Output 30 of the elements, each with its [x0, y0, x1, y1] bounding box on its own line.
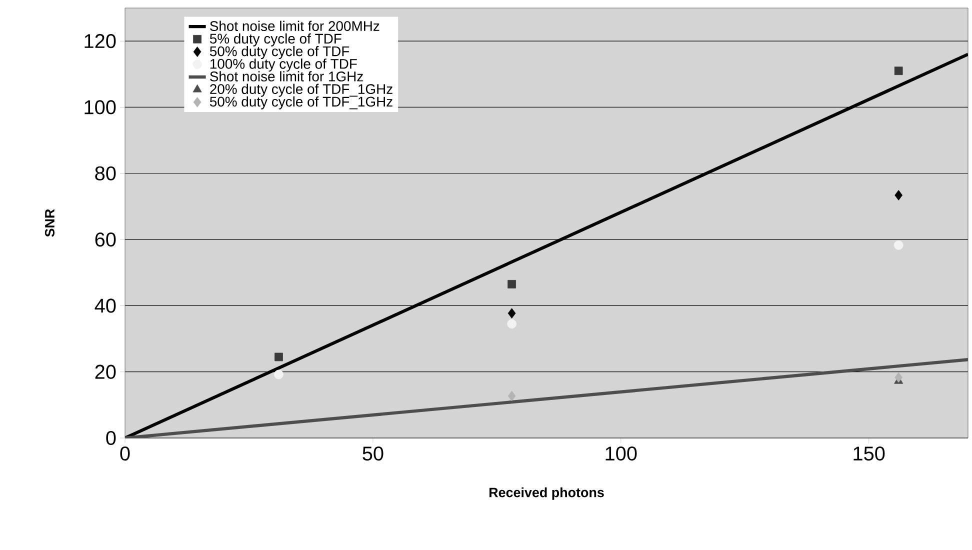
point: [507, 319, 516, 329]
point: [274, 352, 283, 362]
y-tick-label: 20: [95, 364, 116, 379]
point: [508, 280, 516, 288]
x-tick-label: 50: [362, 446, 384, 461]
y-tick-label: 120: [84, 34, 116, 48]
x-tick-label: 0: [120, 446, 130, 461]
y-tick-label: 40: [94, 298, 116, 313]
point: [508, 308, 516, 318]
y-tick-label: 80: [95, 166, 116, 180]
x-tick-label: 150: [854, 446, 885, 461]
x-axis-title: Received photons: [489, 487, 604, 500]
point: [508, 390, 516, 402]
legend-label: 20% duty cycle of TDF_1GHz: [210, 84, 392, 97]
legend-label: Shot noise limit for 1GHz: [210, 71, 363, 82]
legend-label: Shot noise limit for 200MHz: [210, 20, 380, 32]
y-tick-label: 60: [95, 232, 116, 247]
point: [894, 190, 903, 200]
point: [894, 240, 904, 250]
point: [894, 372, 903, 383]
legend-label: 5% duty cycle of TDF: [210, 33, 342, 46]
point: [894, 66, 903, 76]
point: [274, 370, 284, 380]
legend-label: 50% duty cycle of TDF: [210, 46, 350, 59]
y-tick-label: 100: [84, 100, 116, 114]
y-axis-title: SNR: [44, 209, 54, 237]
y-tick-label: 0: [106, 430, 116, 446]
legend-label: 50% duty cycle of TDF_1GHz: [210, 96, 392, 110]
x-tick-label: 100: [606, 446, 637, 461]
legend-label: 100% duty cycle of TDF: [210, 58, 357, 72]
